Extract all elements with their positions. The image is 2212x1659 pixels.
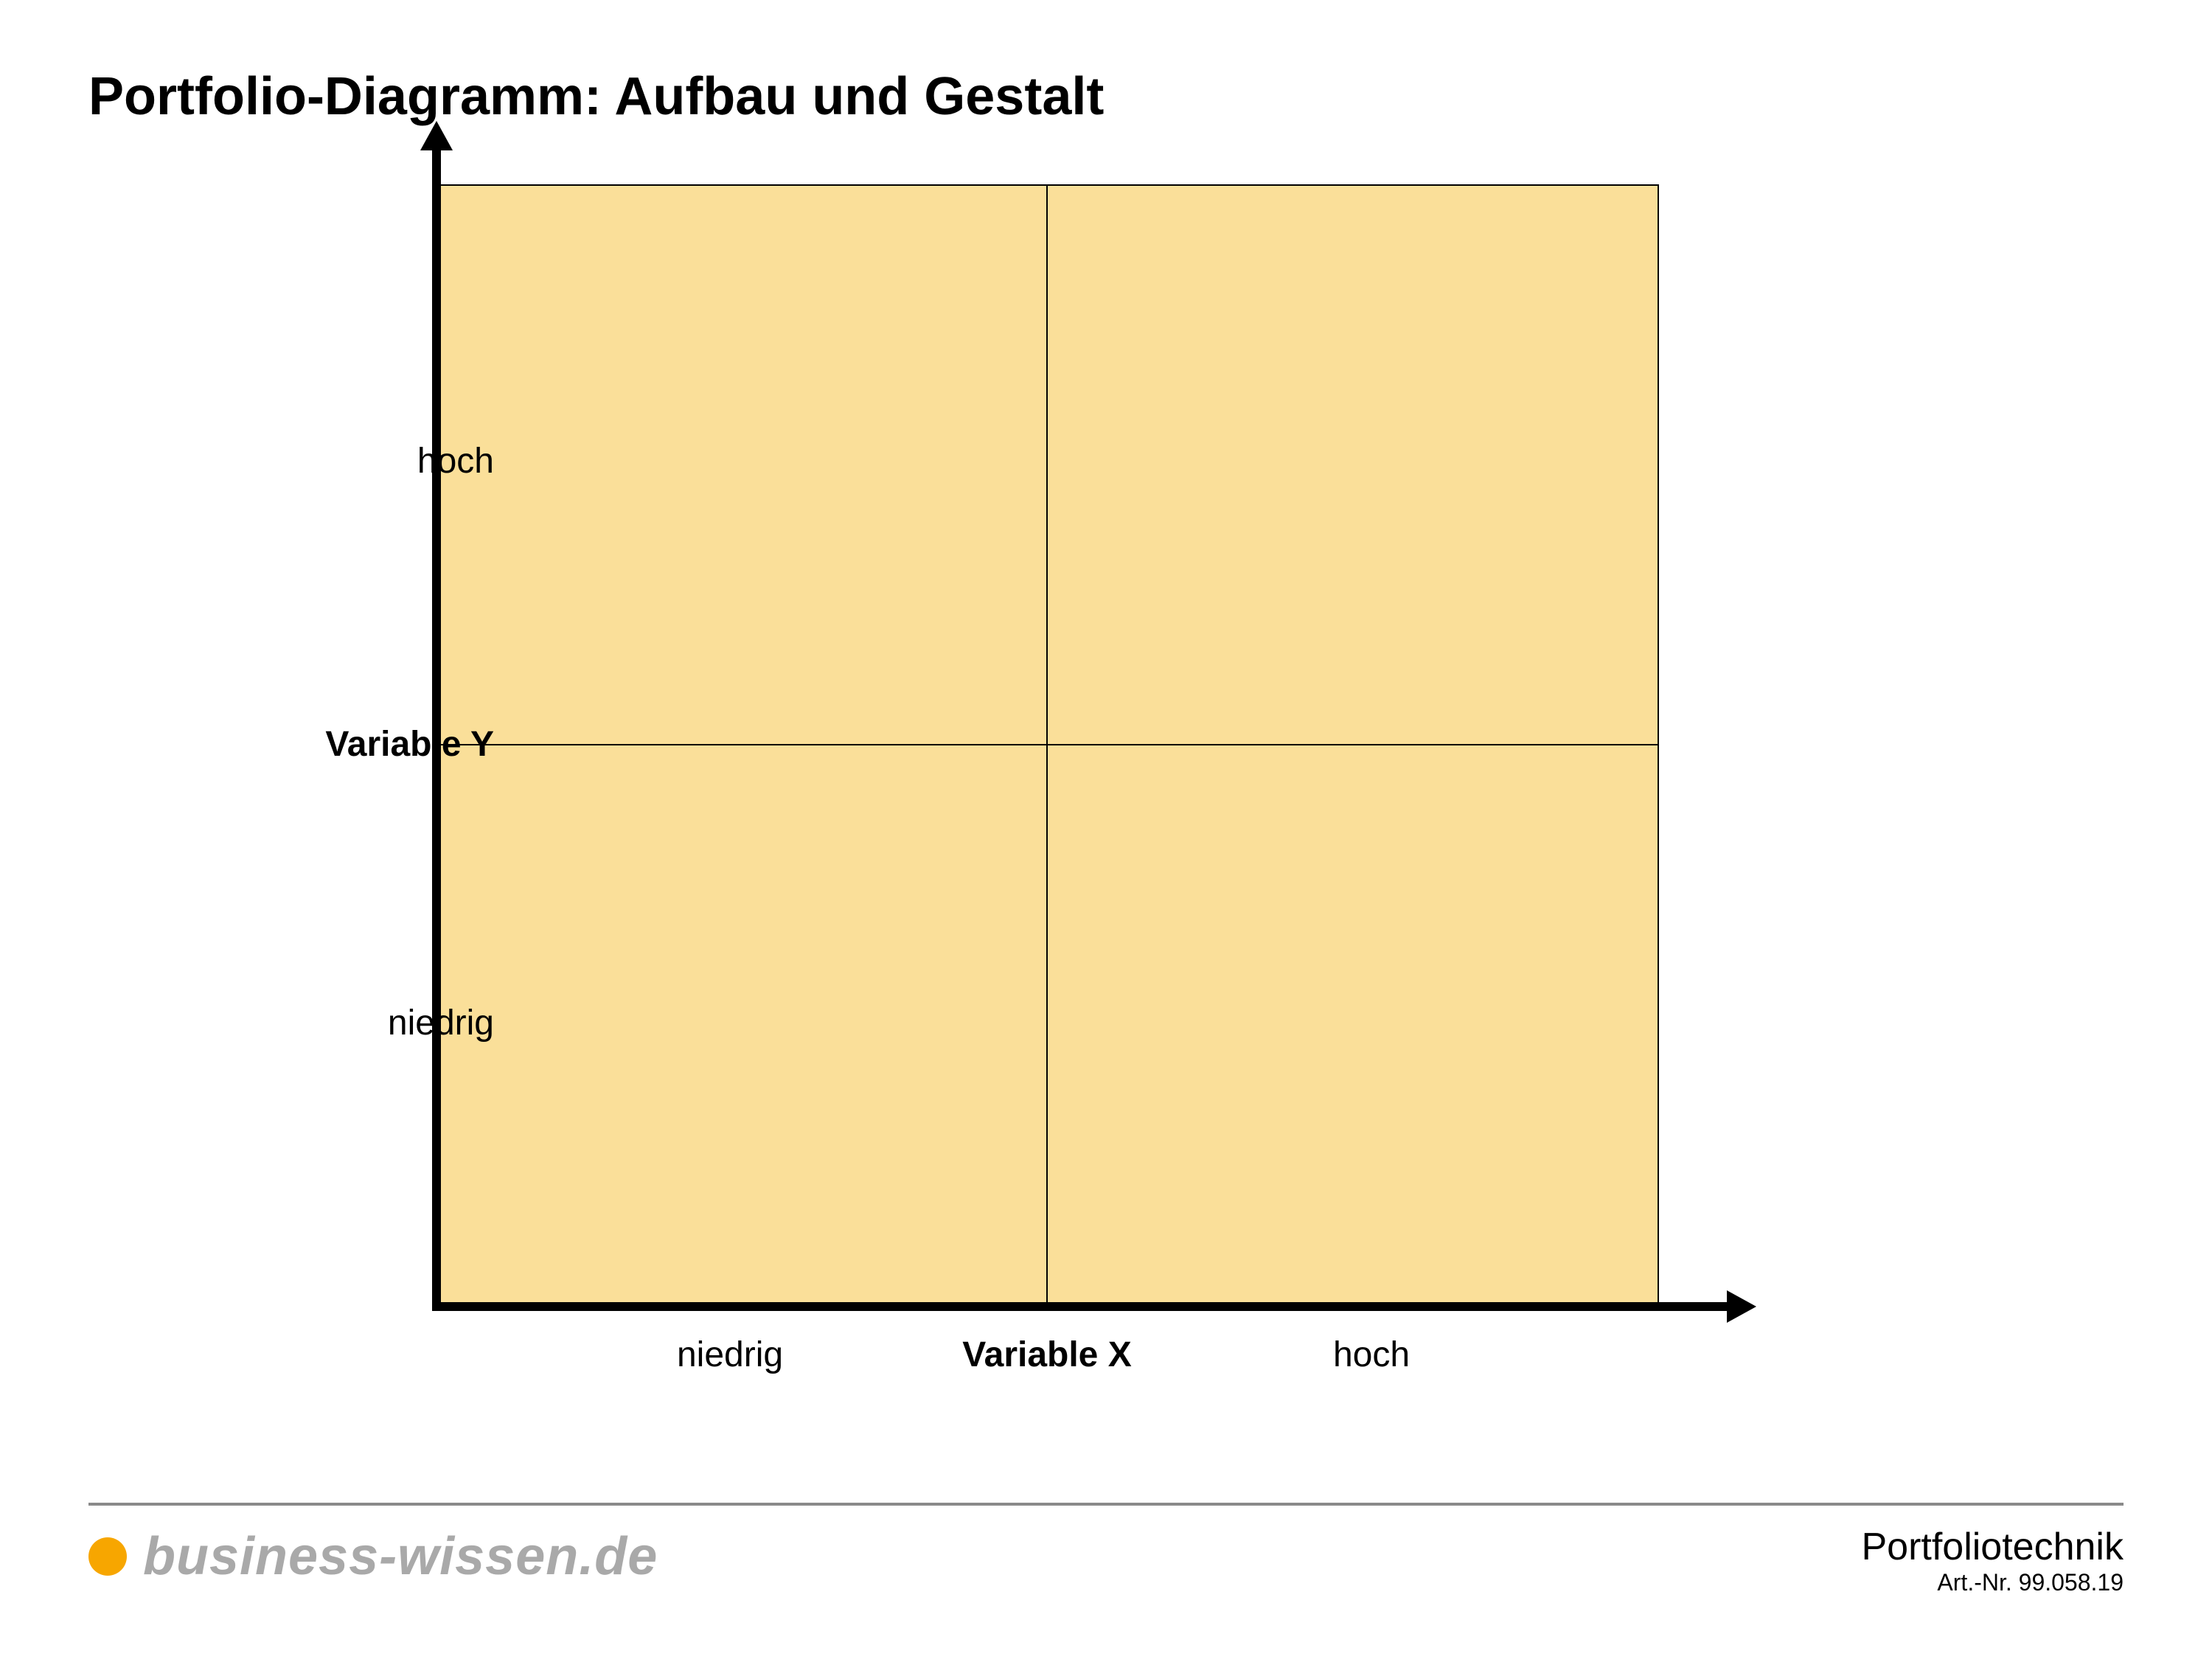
x-axis-low-label: niedrig xyxy=(546,1335,914,1375)
footer-article-number: Art.-Nr. 99.058.19 xyxy=(1861,1569,2124,1596)
y-axis-low-label: niedrig xyxy=(199,1003,494,1043)
quadrant-top-left xyxy=(435,184,1047,745)
portfolio-matrix: hoch Variable Y niedrig niedrig Variable… xyxy=(435,184,1733,1364)
quadrant-bottom-right xyxy=(1047,745,1659,1305)
brand-text: business-wissen.de xyxy=(143,1526,658,1587)
footer-meta: Portfoliotechnik Art.-Nr. 99.058.19 xyxy=(1861,1525,2124,1596)
y-axis-high-label: hoch xyxy=(199,441,494,481)
page: Portfolio-Diagramm: Aufbau und Gestalt h… xyxy=(0,0,2212,1659)
footer-topic: Portfoliotechnik xyxy=(1861,1525,2124,1569)
quadrant-grid xyxy=(435,184,1659,1305)
footer-divider xyxy=(88,1503,2124,1506)
brand-dot-icon xyxy=(88,1537,127,1576)
quadrant-bottom-left xyxy=(435,745,1047,1305)
y-axis-line xyxy=(432,133,441,1311)
footer-brand: business-wissen.de xyxy=(88,1526,658,1587)
x-axis-arrowhead-icon xyxy=(1727,1290,1756,1323)
x-axis-line xyxy=(432,1302,1730,1311)
y-axis-title: Variable Y xyxy=(199,724,494,765)
x-axis-high-label: hoch xyxy=(1187,1335,1556,1375)
x-axis-title: Variable X xyxy=(863,1335,1231,1375)
y-axis-arrowhead-icon xyxy=(420,121,453,150)
page-title: Portfolio-Diagramm: Aufbau und Gestalt xyxy=(88,66,1104,127)
quadrant-top-right xyxy=(1047,184,1659,745)
